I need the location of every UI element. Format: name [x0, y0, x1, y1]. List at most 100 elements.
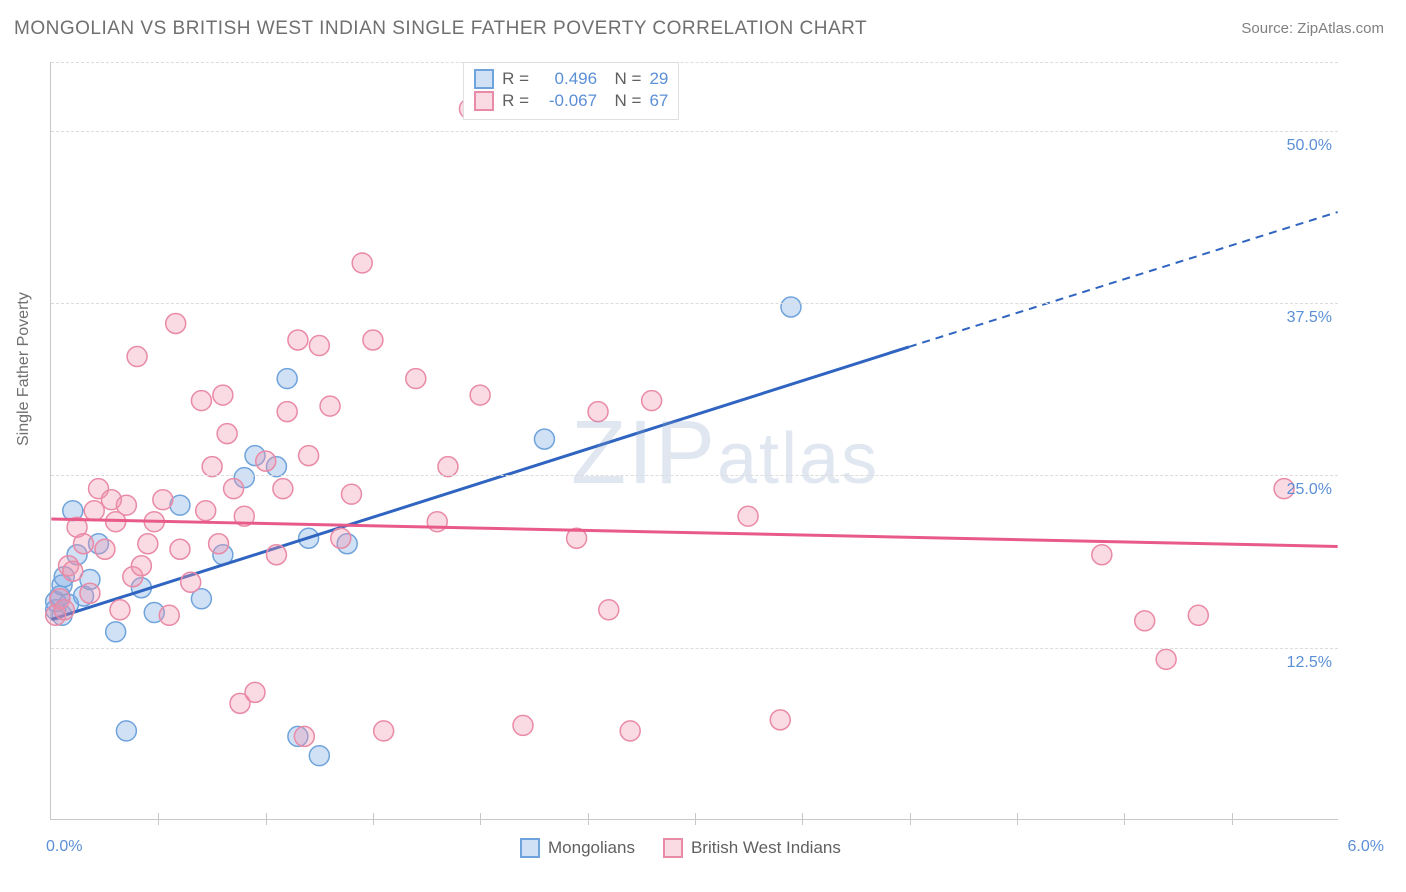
- scatter-point: [110, 600, 130, 620]
- scatter-point: [116, 721, 136, 741]
- scatter-point: [54, 600, 74, 620]
- legend-label: Mongolians: [548, 838, 635, 858]
- x-axis-max-label: 6.0%: [1348, 838, 1384, 856]
- scatter-point: [213, 385, 233, 405]
- x-tick: [1017, 813, 1018, 825]
- scatter-point: [642, 391, 662, 411]
- legend-r-value: 0.496: [537, 69, 597, 89]
- scatter-point: [191, 391, 211, 411]
- scatter-point: [288, 330, 308, 350]
- x-axis-min-label: 0.0%: [46, 838, 82, 856]
- scatter-point: [513, 715, 533, 735]
- y-tick-label: 37.5%: [1287, 309, 1332, 327]
- scatter-point: [341, 484, 361, 504]
- scatter-point: [95, 539, 115, 559]
- scatter-point: [74, 534, 94, 554]
- scatter-point: [620, 721, 640, 741]
- scatter-point: [331, 528, 351, 548]
- scatter-point: [80, 583, 100, 603]
- x-tick: [373, 813, 374, 825]
- chart-svg: [51, 62, 1338, 819]
- scatter-point: [131, 556, 151, 576]
- x-tick: [1232, 813, 1233, 825]
- scatter-point: [309, 336, 329, 356]
- x-tick: [910, 813, 911, 825]
- x-tick: [266, 813, 267, 825]
- scatter-point: [588, 402, 608, 422]
- scatter-point: [209, 534, 229, 554]
- gridline: [51, 475, 1338, 476]
- scatter-point: [224, 479, 244, 499]
- scatter-point: [196, 501, 216, 521]
- chart-title: MONGOLIAN VS BRITISH WEST INDIAN SINGLE …: [14, 18, 867, 40]
- scatter-point: [1156, 649, 1176, 669]
- scatter-point: [116, 495, 136, 515]
- scatter-point: [153, 490, 173, 510]
- legend-label: British West Indians: [691, 838, 841, 858]
- scatter-point: [770, 710, 790, 730]
- legend-swatch: [474, 91, 494, 111]
- y-tick-label: 50.0%: [1287, 137, 1332, 155]
- gridline: [51, 303, 1338, 304]
- x-tick: [1124, 813, 1125, 825]
- legend-stats-box: R = 0.496 N = 29R = -0.067 N = 67: [463, 62, 679, 120]
- x-tick: [802, 813, 803, 825]
- scatter-point: [781, 297, 801, 317]
- source-link[interactable]: ZipAtlas.com: [1297, 20, 1384, 37]
- legend-stat-row: R = -0.067 N = 67: [474, 91, 668, 111]
- legend-stat-row: R = 0.496 N = 29: [474, 69, 668, 89]
- legend-item: British West Indians: [663, 838, 841, 858]
- scatter-point: [277, 402, 297, 422]
- trend-line: [51, 519, 1337, 547]
- scatter-point: [159, 605, 179, 625]
- gridline: [51, 131, 1338, 132]
- scatter-point: [217, 424, 237, 444]
- scatter-point: [181, 572, 201, 592]
- scatter-point: [106, 622, 126, 642]
- scatter-point: [245, 682, 265, 702]
- scatter-point: [273, 479, 293, 499]
- source-attribution: Source: ZipAtlas.com: [1241, 20, 1384, 37]
- x-tick: [695, 813, 696, 825]
- legend-n-value: 29: [649, 69, 668, 89]
- scatter-point: [320, 396, 340, 416]
- x-tick: [588, 813, 589, 825]
- scatter-point: [1092, 545, 1112, 565]
- scatter-point: [406, 369, 426, 389]
- scatter-point: [266, 545, 286, 565]
- legend-item: Mongolians: [520, 838, 635, 858]
- scatter-point: [374, 721, 394, 741]
- scatter-point: [599, 600, 619, 620]
- scatter-point: [363, 330, 383, 350]
- y-tick-label: 25.0%: [1287, 481, 1332, 499]
- scatter-point: [1188, 605, 1208, 625]
- gridline: [51, 62, 1338, 63]
- legend-n-value: 67: [649, 91, 668, 111]
- scatter-point: [470, 385, 490, 405]
- scatter-point: [294, 726, 314, 746]
- scatter-point: [84, 501, 104, 521]
- scatter-point: [277, 369, 297, 389]
- scatter-point: [127, 347, 147, 367]
- scatter-point: [1135, 611, 1155, 631]
- x-tick: [158, 813, 159, 825]
- legend-swatch: [474, 69, 494, 89]
- legend-n-label: N =: [605, 69, 641, 89]
- legend-r-value: -0.067: [537, 91, 597, 111]
- scatter-point: [534, 429, 554, 449]
- scatter-point: [438, 457, 458, 477]
- scatter-point: [352, 253, 372, 273]
- series-legend: Mongolians British West Indians: [520, 838, 841, 858]
- scatter-point: [309, 746, 329, 766]
- legend-r-label: R =: [502, 91, 529, 111]
- legend-n-label: N =: [605, 91, 641, 111]
- chart-plot-area: ZIPatlas R = 0.496 N = 29R = -0.067 N = …: [50, 62, 1338, 820]
- legend-r-label: R =: [502, 69, 529, 89]
- scatter-point: [63, 561, 83, 581]
- x-tick: [480, 813, 481, 825]
- scatter-point: [256, 451, 276, 471]
- y-tick-label: 12.5%: [1287, 654, 1332, 672]
- legend-swatch: [520, 838, 540, 858]
- source-label: Source:: [1241, 20, 1293, 37]
- scatter-point: [166, 314, 186, 334]
